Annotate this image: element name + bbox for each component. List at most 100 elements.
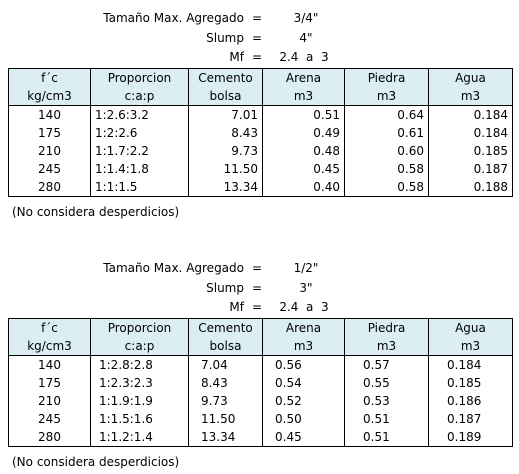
slump-equals: = <box>252 31 263 45</box>
col-cemento-unit: bolsa <box>188 87 263 106</box>
cell-fc: 140 <box>8 355 91 374</box>
col-agua-header: Agua <box>428 68 513 87</box>
cell-cemento: 7.01 <box>188 105 263 124</box>
tamano-value: 1/2" <box>293 261 319 275</box>
cell-cemento: 8.43 <box>188 374 263 392</box>
col-proporcion-header: Proporcion <box>90 318 189 337</box>
cell-arena: 0.45 <box>262 160 345 178</box>
cell-piedra: 0.60 <box>344 142 429 160</box>
slump-value: 4" <box>299 31 313 45</box>
slump-value: 3" <box>299 281 313 295</box>
mf-equals: = <box>252 300 263 314</box>
note-desperdicios: (No considera desperdicios) <box>12 205 180 219</box>
tamano-line: Tamaño Max. Agregado = 1/2" <box>0 260 519 276</box>
mf-label: Mf <box>229 300 244 314</box>
cell-cemento: 9.73 <box>188 142 263 160</box>
cell-cemento: 7.04 <box>188 355 263 374</box>
slump-equals: = <box>252 281 263 295</box>
slump-label: Slump <box>206 281 244 295</box>
cell-piedra: 0.58 <box>344 178 429 197</box>
cell-fc: 280 <box>8 178 91 197</box>
cell-proporcion: 1:2:2.6 <box>90 124 189 142</box>
col-piedra-header: Piedra <box>344 68 429 87</box>
cell-fc: 280 <box>8 428 91 447</box>
col-proporcion-unit: c:a:p <box>90 337 189 356</box>
slump-label: Slump <box>206 31 244 45</box>
col-proporcion-header: Proporcion <box>90 68 189 87</box>
col-cemento-unit: bolsa <box>188 337 263 356</box>
cell-cemento: 11.50 <box>188 410 263 428</box>
cell-piedra: 0.55 <box>344 374 429 392</box>
unit-row: kg/cm3 c:a:p bolsa m3 m3 m3 <box>8 337 513 356</box>
slump-line: Slump = 4" <box>0 30 519 46</box>
cell-piedra: 0.53 <box>344 392 429 410</box>
cell-piedra: 0.51 <box>344 428 429 447</box>
cell-arena: 0.52 <box>262 392 345 410</box>
col-proporcion-unit: c:a:p <box>90 87 189 106</box>
cell-piedra: 0.57 <box>344 355 429 374</box>
col-agua-unit: m3 <box>428 87 513 106</box>
mix-table-2: f´c Proporcion Cemento Arena Piedra Agua… <box>8 318 513 447</box>
note-desperdicios: (No considera desperdicios) <box>12 455 180 469</box>
col-piedra-unit: m3 <box>344 337 429 356</box>
table-row: 210 1:1.7:2.2 9.73 0.48 0.60 0.185 <box>8 142 513 160</box>
cell-proporcion: 1:1.4:1.8 <box>90 160 189 178</box>
col-fc-header: f´c <box>8 318 91 337</box>
cell-proporcion: 1:2.8:2.8 <box>90 355 189 374</box>
col-piedra-header: Piedra <box>344 318 429 337</box>
cell-arena: 0.50 <box>262 410 345 428</box>
cell-cemento: 9.73 <box>188 392 263 410</box>
mf-value: 2.4 a 3 <box>279 300 329 314</box>
mf-value: 2.4 a 3 <box>279 50 329 64</box>
cell-agua: 0.188 <box>428 178 513 197</box>
header-row: f´c Proporcion Cemento Arena Piedra Agua <box>8 318 513 337</box>
mf-line: Mf = 2.4 a 3 <box>0 49 519 65</box>
tamano-label: Tamaño Max. Agregado <box>103 261 244 275</box>
table-row: 280 1:1:1.5 13.34 0.40 0.58 0.188 <box>8 178 513 197</box>
cell-arena: 0.54 <box>262 374 345 392</box>
cell-cemento: 11.50 <box>188 160 263 178</box>
table-row: 210 1:1.9:1.9 9.73 0.52 0.53 0.186 <box>8 392 513 410</box>
col-agua-header: Agua <box>428 318 513 337</box>
cell-proporcion: 1:1.9:1.9 <box>90 392 189 410</box>
cell-arena: 0.48 <box>262 142 345 160</box>
table-row: 175 1:2.3:2.3 8.43 0.54 0.55 0.185 <box>8 374 513 392</box>
cell-proporcion: 1:1.5:1.6 <box>90 410 189 428</box>
table-row: 280 1:1.2:1.4 13.34 0.45 0.51 0.189 <box>8 428 513 447</box>
table-row: 245 1:1.4:1.8 11.50 0.45 0.58 0.187 <box>8 160 513 178</box>
col-arena-unit: m3 <box>262 337 345 356</box>
slump-line: Slump = 3" <box>0 280 519 296</box>
cell-fc: 140 <box>8 105 91 124</box>
cell-proporcion: 1:1:1.5 <box>90 178 189 197</box>
table-row: 175 1:2:2.6 8.43 0.49 0.61 0.184 <box>8 124 513 142</box>
cell-piedra: 0.64 <box>344 105 429 124</box>
col-fc-unit: kg/cm3 <box>8 87 91 106</box>
tamano-equals: = <box>252 11 263 25</box>
cell-agua: 0.185 <box>428 374 513 392</box>
col-arena-header: Arena <box>262 318 345 337</box>
cell-arena: 0.56 <box>262 355 345 374</box>
cell-cemento: 13.34 <box>188 178 263 197</box>
cell-fc: 245 <box>8 410 91 428</box>
unit-row: kg/cm3 c:a:p bolsa m3 m3 m3 <box>8 87 513 106</box>
cell-agua: 0.187 <box>428 160 513 178</box>
cell-agua: 0.184 <box>428 124 513 142</box>
cell-agua: 0.184 <box>428 355 513 374</box>
col-fc-header: f´c <box>8 68 91 87</box>
cell-proporcion: 1:2.3:2.3 <box>90 374 189 392</box>
col-arena-header: Arena <box>262 68 345 87</box>
cell-piedra: 0.58 <box>344 160 429 178</box>
table-row: 140 1:2.8:2.8 7.04 0.56 0.57 0.184 <box>8 355 513 374</box>
tamano-line: Tamaño Max. Agregado = 3/4" <box>0 10 519 26</box>
mf-line: Mf = 2.4 a 3 <box>0 299 519 315</box>
cell-fc: 210 <box>8 142 91 160</box>
cell-proporcion: 1:2.6:3.2 <box>90 105 189 124</box>
col-arena-unit: m3 <box>262 87 345 106</box>
mf-label: Mf <box>229 50 244 64</box>
cell-cemento: 8.43 <box>188 124 263 142</box>
cell-agua: 0.185 <box>428 142 513 160</box>
cell-piedra: 0.51 <box>344 410 429 428</box>
col-piedra-unit: m3 <box>344 87 429 106</box>
cell-arena: 0.45 <box>262 428 345 447</box>
table-row: 245 1:1.5:1.6 11.50 0.50 0.51 0.187 <box>8 410 513 428</box>
